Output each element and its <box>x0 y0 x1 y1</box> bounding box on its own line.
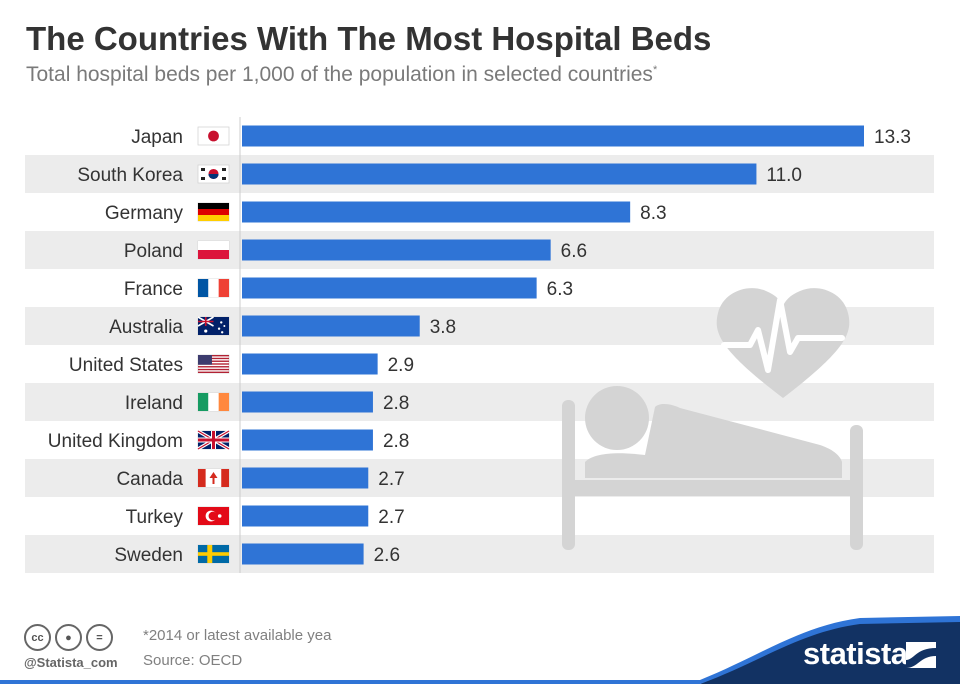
flag-icons <box>197 126 230 564</box>
ireland-flag-icon <box>197 392 230 412</box>
category-label-japan: Japan <box>131 127 183 148</box>
category-label-canada: Canada <box>116 469 183 490</box>
source-note: Source: OECD <box>143 652 243 669</box>
bar-south-korea <box>242 163 757 185</box>
turkey-flag-icon <box>197 506 230 526</box>
category-label-south-korea: South Korea <box>77 165 183 186</box>
category-label-united-kingdom: United Kingdom <box>48 431 183 452</box>
category-label-france: France <box>124 279 183 300</box>
by-icon[interactable]: ● <box>55 624 82 651</box>
category-label-germany: Germany <box>105 203 184 224</box>
statista-logo[interactable]: statista <box>803 636 908 671</box>
bar-ireland <box>242 391 373 413</box>
category-label-united-states: United States <box>69 355 183 376</box>
value-label-japan: 13.3 <box>874 127 911 148</box>
bar-australia <box>242 315 420 337</box>
australia-flag-icon <box>197 316 230 336</box>
license-icons: cc ● = <box>24 624 113 651</box>
south-korea-flag-icon <box>197 164 230 184</box>
value-label-united-kingdom: 2.8 <box>383 431 409 452</box>
bed-icon <box>562 386 863 550</box>
canada-flag-icon <box>197 468 230 488</box>
japan-flag-icon <box>197 126 230 146</box>
bar-sweden <box>242 543 364 565</box>
united-states-flag-icon <box>197 354 230 374</box>
heart-icon <box>716 288 850 398</box>
bar-japan <box>242 125 864 147</box>
bar-united-states <box>242 353 378 375</box>
value-label-ireland: 2.8 <box>383 393 409 414</box>
value-labels: 13.3 11.0 8.3 6.6 6.3 3.8 2.9 2.8 2.8 2.7 2.7 2.6 <box>374 127 911 566</box>
twitter-handle[interactable]: @Statista_com <box>24 655 118 670</box>
chart-subtitle: Total hospital beds per 1,000 of the pop… <box>26 63 657 87</box>
france-flag-icon <box>197 278 230 298</box>
category-label-turkey: Turkey <box>126 507 184 528</box>
nd-icon[interactable]: = <box>86 624 113 651</box>
row-stripe <box>25 535 934 573</box>
bar-canada <box>242 467 369 489</box>
value-label-turkey: 2.7 <box>378 507 404 528</box>
united-kingdom-flag-icon <box>197 429 230 451</box>
value-label-poland: 6.6 <box>561 241 587 262</box>
value-label-france: 6.3 <box>547 279 573 300</box>
value-label-south-korea: 11.0 <box>766 165 802 186</box>
category-label-sweden: Sweden <box>114 545 183 566</box>
bar-turkey <box>242 505 369 527</box>
value-label-australia: 3.8 <box>430 317 456 338</box>
bar-germany <box>242 201 631 223</box>
footnote: *2014 or latest available yea <box>143 627 332 644</box>
cc-icon[interactable]: cc <box>24 624 51 651</box>
bar-poland <box>242 239 551 261</box>
value-label-canada: 2.7 <box>378 469 404 490</box>
poland-flag-icon <box>197 240 230 260</box>
chart-title: The Countries With The Most Hospital Bed… <box>26 20 712 57</box>
subtitle-text: Total hospital beds per 1,000 of the pop… <box>26 63 653 86</box>
value-label-united-states: 2.9 <box>388 355 414 376</box>
pulse-line-icon <box>721 297 845 373</box>
hospital-bed-illustration <box>562 288 863 550</box>
bars <box>242 125 864 565</box>
bar-united-kingdom <box>242 429 373 451</box>
subtitle-footnote-mark: * <box>652 64 658 76</box>
value-label-sweden: 2.6 <box>374 545 400 566</box>
category-label-australia: Australia <box>109 317 183 338</box>
statista-logo-icon <box>906 642 936 668</box>
category-label-poland: Poland <box>124 241 183 262</box>
bar-france <box>242 277 537 299</box>
value-label-germany: 8.3 <box>640 203 666 224</box>
category-labels: Japan South Korea Germany Poland France Austr… <box>48 127 184 566</box>
sweden-flag-icon <box>197 544 230 564</box>
germany-flag-icon <box>197 202 230 222</box>
bar-chart: Japan South Korea Germany Poland France Austr… <box>25 117 934 573</box>
category-label-ireland: Ireland <box>125 393 183 414</box>
